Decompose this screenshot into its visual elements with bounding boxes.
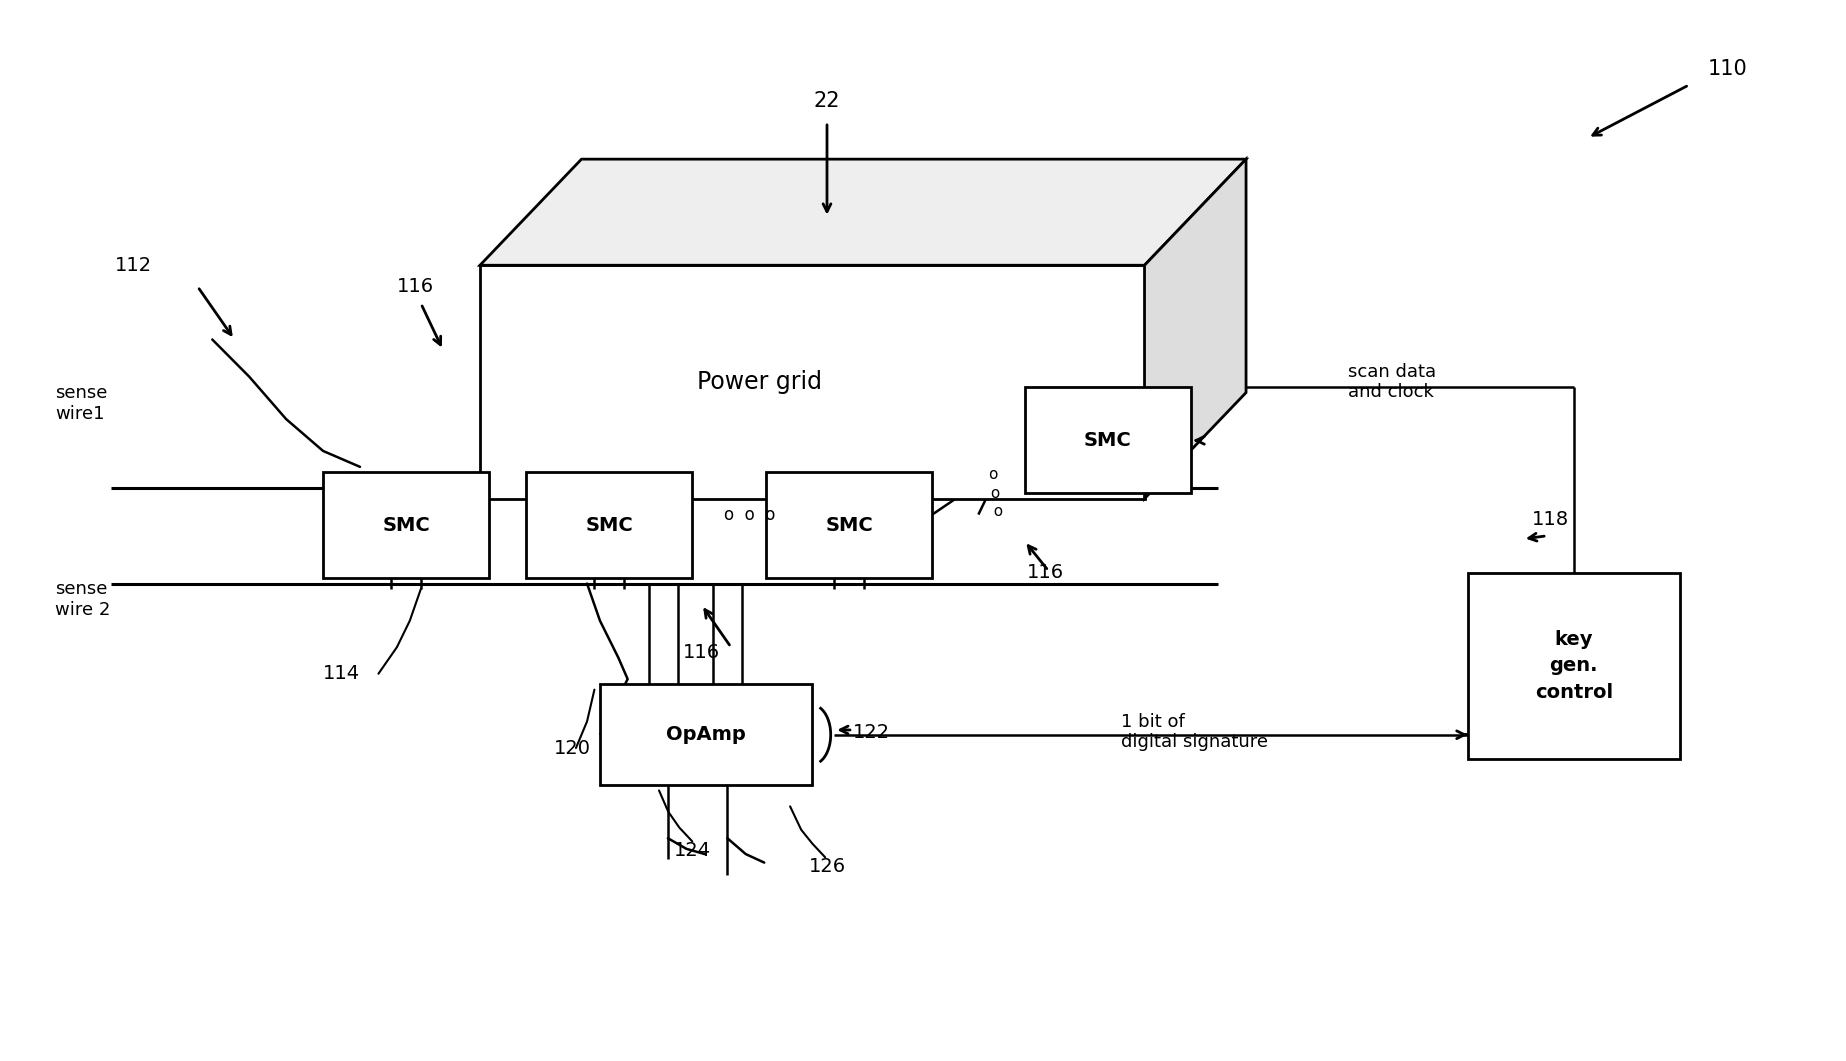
Polygon shape xyxy=(1145,159,1246,499)
Text: key
gen.
control: key gen. control xyxy=(1534,630,1613,701)
Text: 122: 122 xyxy=(853,723,890,742)
Text: 110: 110 xyxy=(1708,59,1748,79)
Text: scan data
and clock: scan data and clock xyxy=(1348,363,1436,401)
Text: 116: 116 xyxy=(397,277,434,296)
Text: sense
wire 2: sense wire 2 xyxy=(55,580,111,619)
Bar xyxy=(1468,573,1680,759)
Text: 114: 114 xyxy=(323,664,360,683)
Text: o  o  o: o o o xyxy=(724,506,775,523)
Text: 116: 116 xyxy=(683,643,720,662)
Bar xyxy=(526,472,692,578)
Text: SMC: SMC xyxy=(825,516,873,535)
Bar xyxy=(600,684,812,785)
Bar xyxy=(480,265,1145,499)
Text: 116: 116 xyxy=(1026,563,1063,582)
Text: SMC: SMC xyxy=(382,516,430,535)
Polygon shape xyxy=(480,159,1246,265)
Bar xyxy=(323,472,489,578)
Text: Power grid: Power grid xyxy=(696,370,821,394)
Text: 118: 118 xyxy=(1532,510,1569,529)
Text: 120: 120 xyxy=(554,738,591,758)
Bar xyxy=(1025,387,1191,493)
Text: 112: 112 xyxy=(114,256,151,275)
Text: sense
wire1: sense wire1 xyxy=(55,384,107,422)
Text: 126: 126 xyxy=(809,857,845,876)
Text: SMC: SMC xyxy=(1084,431,1132,450)
Text: o
 o
  o: o o o xyxy=(984,467,1002,520)
Bar xyxy=(766,472,932,578)
Text: OpAmp: OpAmp xyxy=(666,726,746,744)
Text: 124: 124 xyxy=(674,841,711,860)
Text: 1 bit of
digital signature: 1 bit of digital signature xyxy=(1121,713,1268,751)
Text: 22: 22 xyxy=(814,91,840,110)
Text: SMC: SMC xyxy=(585,516,633,535)
